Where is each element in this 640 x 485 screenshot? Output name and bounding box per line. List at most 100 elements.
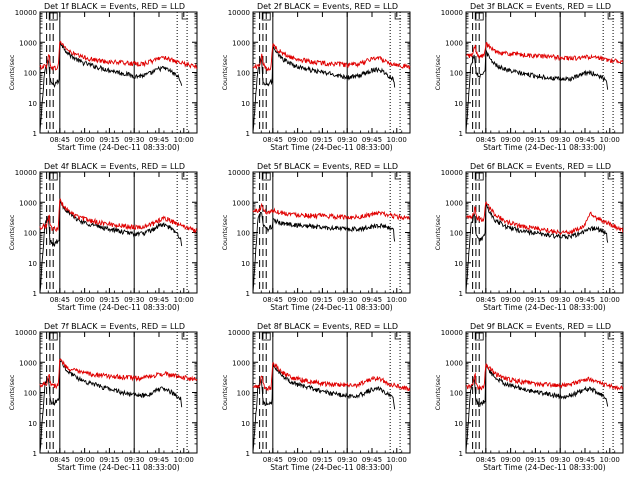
x-tick-label: 10:00 (174, 456, 194, 464)
lightcurve-panel: Det 4f BLACK = Events, RED = LLD 1 10 100 10… (8, 162, 198, 312)
y-tick-label: 10 (28, 100, 37, 108)
y-tick-label: 100 (24, 70, 37, 78)
y-axis-label: Counts/sec (8, 214, 16, 250)
x-tick-label: 08:45 (263, 456, 283, 464)
top-marker-bracket (394, 173, 402, 180)
y-tick-label: 1000 (445, 359, 463, 367)
plot-frame (252, 11, 411, 134)
panel-title: Det 8f BLACK = Events, RED = LLD (257, 322, 398, 331)
x-axis-label: Start Time (24-Dec-11 08:33:00) (483, 143, 605, 152)
x-tick-label: 09:15 (99, 456, 119, 464)
x-tick-label: 08:45 (263, 136, 283, 144)
plot-frame (39, 171, 198, 294)
y-tick-label: 100 (450, 70, 463, 78)
panel-title: Det 4f BLACK = Events, RED = LLD (44, 162, 185, 171)
series-line-lld (39, 40, 198, 71)
y-axis-label: Counts/sec (434, 374, 442, 410)
x-tick-label: 09:45 (362, 456, 382, 464)
top-marker-bracket (607, 173, 615, 180)
y-tick-label: 10 (241, 260, 250, 268)
series-line-lld (252, 361, 411, 392)
x-tick-label: 08:45 (50, 296, 70, 304)
y-tick-label: 1 (33, 450, 37, 458)
y-tick-label: 1000 (232, 199, 250, 207)
y-tick-label: 10 (28, 420, 37, 428)
x-tick-label: 08:45 (476, 456, 496, 464)
x-tick-label: 08:45 (50, 456, 70, 464)
x-tick-label: 09:00 (75, 136, 95, 144)
y-tick-label: 1000 (19, 39, 37, 47)
x-tick-label: 09:15 (99, 296, 119, 304)
y-tick-label: 100 (24, 390, 37, 398)
x-axis-label: Start Time (24-Dec-11 08:33:00) (270, 303, 392, 312)
x-tick-label: 09:30 (550, 456, 570, 464)
x-tick-label: 09:00 (288, 296, 308, 304)
series-line-lld (39, 198, 198, 234)
x-tick-label: 09:15 (525, 136, 545, 144)
top-marker-box (261, 172, 271, 181)
y-axis-label: Counts/sec (434, 214, 442, 250)
y-tick-label: 10000 (228, 169, 250, 177)
top-marker-box (474, 12, 484, 21)
series-line-lld (252, 202, 410, 221)
series-line-lld (465, 363, 624, 391)
x-tick-label: 09:45 (149, 296, 169, 304)
top-marker-bracket (181, 173, 189, 180)
x-tick-label: 10:00 (387, 296, 407, 304)
top-marker-bracket (607, 13, 615, 20)
y-tick-label: 100 (24, 230, 37, 238)
lightcurve-panel: Det 5f BLACK = Events, RED = LLD 1 10 100 10… (221, 162, 411, 312)
x-tick-label: 09:45 (149, 136, 169, 144)
plot-frame (252, 171, 411, 294)
panel-title: Det 5f BLACK = Events, RED = LLD (257, 162, 398, 171)
top-marker-box (48, 332, 58, 341)
y-tick-label: 1000 (19, 359, 37, 367)
x-tick-label: 08:45 (476, 296, 496, 304)
y-tick-label: 10000 (441, 169, 463, 177)
panel-title: Det 1f BLACK = Events, RED = LLD (44, 2, 185, 11)
lightcurve-panel: Det 2f BLACK = Events, RED = LLD 1 10 100 10… (221, 2, 411, 152)
x-tick-label: 10:00 (387, 456, 407, 464)
panel-title: Det 3f BLACK = Events, RED = LLD (470, 2, 611, 11)
x-tick-label: 09:30 (550, 296, 570, 304)
x-tick-label: 10:00 (387, 136, 407, 144)
x-tick-label: 09:00 (501, 456, 521, 464)
x-axis-label: Start Time (24-Dec-11 08:33:00) (57, 143, 179, 152)
x-tick-label: 08:45 (50, 136, 70, 144)
x-tick-label: 09:45 (575, 136, 595, 144)
x-tick-label: 09:15 (525, 296, 545, 304)
y-tick-label: 1000 (232, 359, 250, 367)
x-tick-label: 09:00 (75, 296, 95, 304)
x-tick-label: 09:00 (288, 136, 308, 144)
lightcurve-panel: Det 3f BLACK = Events, RED = LLD 1 10 100 10… (434, 2, 624, 152)
series-line-events (252, 363, 396, 453)
y-tick-label: 1 (33, 130, 37, 138)
x-tick-label: 10:00 (600, 456, 620, 464)
x-axis-label: Start Time (24-Dec-11 08:33:00) (57, 303, 179, 312)
y-tick-label: 1 (459, 290, 463, 298)
y-axis-label: Counts/sec (8, 54, 16, 90)
lightcurve-panel: Det 8f BLACK = Events, RED = LLD 1 10 100 10… (221, 322, 411, 472)
series-line-events (465, 50, 609, 133)
y-axis-label: Counts/sec (434, 54, 442, 90)
y-tick-label: 10000 (441, 329, 463, 337)
y-tick-label: 10 (28, 260, 37, 268)
y-tick-label: 10000 (15, 169, 37, 177)
y-tick-label: 10 (454, 420, 463, 428)
y-tick-label: 100 (450, 230, 463, 238)
top-marker-bracket (394, 13, 402, 20)
y-tick-label: 10000 (228, 9, 250, 17)
y-tick-label: 100 (237, 390, 250, 398)
lightcurve-panel: Det 1f BLACK = Events, RED = LLD 1 10 100 10… (8, 2, 198, 152)
series-line-events (39, 359, 183, 453)
x-tick-label: 09:15 (312, 136, 332, 144)
x-axis-label: Start Time (24-Dec-11 08:33:00) (270, 143, 392, 152)
x-tick-label: 09:00 (288, 456, 308, 464)
x-tick-label: 09:15 (312, 296, 332, 304)
top-marker-bracket (181, 13, 189, 20)
y-tick-label: 10 (454, 100, 463, 108)
y-tick-label: 1 (33, 290, 37, 298)
x-tick-label: 09:30 (124, 296, 144, 304)
x-tick-label: 09:00 (501, 296, 521, 304)
y-tick-label: 1 (246, 290, 250, 298)
